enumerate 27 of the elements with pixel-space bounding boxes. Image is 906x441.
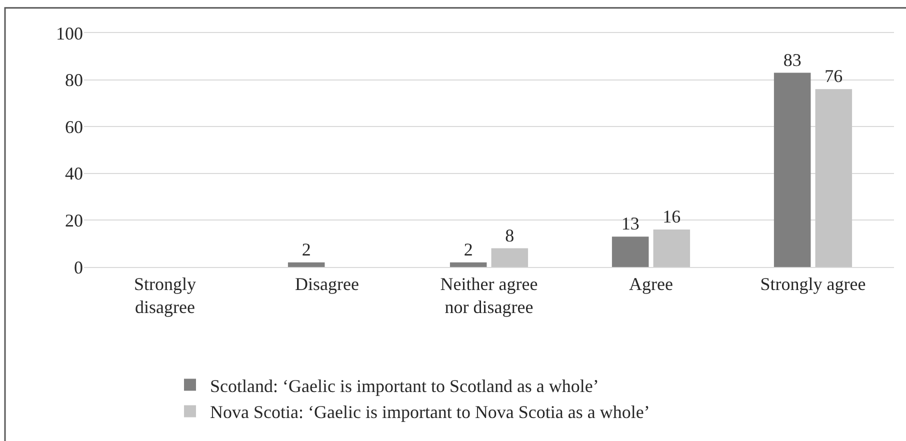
bar xyxy=(815,89,852,267)
legend-label: Nova Scotia: ‘Gaelic is important to Nova Scotia as a whole’ xyxy=(210,402,650,422)
x-tick-label: Neither agree nor disagree xyxy=(440,274,538,318)
y-tick-label: 0 xyxy=(74,257,83,278)
y-tick-label: 60 xyxy=(65,116,83,137)
data-label: 2 xyxy=(302,239,311,260)
y-tick-label: 100 xyxy=(56,23,83,44)
legend-label: Scotland: ‘Gaelic is important to Scotland as a whole’ xyxy=(210,376,599,396)
bar xyxy=(450,262,487,267)
bar xyxy=(288,262,325,267)
bar xyxy=(653,230,690,267)
y-tick-label: 80 xyxy=(65,70,83,90)
x-tick-label: Strongly agree xyxy=(760,274,866,294)
x-tick-label: Disagree xyxy=(295,274,359,294)
data-label: 83 xyxy=(783,50,802,70)
y-tick-label: 20 xyxy=(65,210,83,230)
data-label: 13 xyxy=(621,214,640,234)
data-label: 8 xyxy=(505,225,514,246)
data-label: 76 xyxy=(824,66,843,86)
data-label: 16 xyxy=(662,206,681,227)
data-label: 2 xyxy=(464,239,473,260)
bar xyxy=(774,72,811,267)
bar xyxy=(491,248,528,267)
bar xyxy=(612,236,649,267)
x-tick-label: Agree xyxy=(629,274,673,294)
y-tick-label: 40 xyxy=(65,164,83,184)
x-tick-label: Strongly disagree xyxy=(134,274,196,318)
